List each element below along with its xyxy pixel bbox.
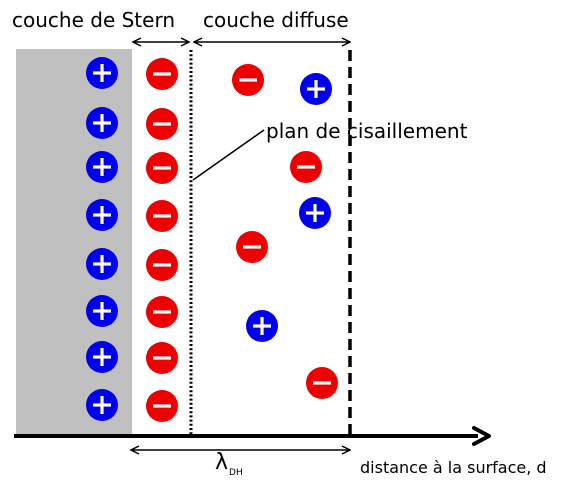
diffuse-positive-ion bbox=[246, 310, 278, 342]
debye-length-label: λDH bbox=[215, 450, 243, 478]
surface-positive-ion bbox=[86, 341, 118, 373]
diffuse-negative-ion bbox=[290, 151, 322, 183]
distance-axis-label: distance à la surface, d bbox=[360, 458, 547, 477]
surface-positive-ion bbox=[86, 107, 118, 139]
diffuse-negative-ion bbox=[306, 367, 338, 399]
debye-length-symbol: λ bbox=[215, 450, 229, 475]
stern-layer-label: couche de Stern bbox=[12, 8, 175, 32]
stern-negative-ion bbox=[146, 200, 178, 232]
diffuse-layer-label: couche diffuse bbox=[203, 8, 349, 32]
stern-negative-ion bbox=[146, 342, 178, 374]
charged-surface bbox=[16, 49, 132, 437]
stern-negative-ion bbox=[146, 108, 178, 140]
stern-negative-ion bbox=[146, 152, 178, 184]
surface-positive-ion bbox=[86, 57, 118, 89]
surface-positive-ion bbox=[86, 151, 118, 183]
debye-length-subscript: DH bbox=[229, 468, 243, 478]
stern-negative-ion bbox=[146, 296, 178, 328]
diffuse-positive-ion bbox=[299, 197, 331, 229]
stern-negative-ion bbox=[146, 58, 178, 90]
stern-negative-ion bbox=[146, 390, 178, 422]
surface-positive-ion bbox=[86, 199, 118, 231]
diffuse-negative-ion bbox=[236, 231, 268, 263]
distance-axis-arrowhead bbox=[472, 426, 491, 446]
diffuse-negative-ion bbox=[232, 64, 264, 96]
surface-positive-ion bbox=[86, 389, 118, 421]
diffuse-positive-ion bbox=[300, 73, 332, 105]
ion-group bbox=[86, 57, 338, 422]
shear-plane-label: plan de cisaillement bbox=[266, 119, 468, 143]
surface-positive-ion bbox=[86, 248, 118, 280]
stern-negative-ion bbox=[146, 249, 178, 281]
shear-plane-leader-line bbox=[192, 129, 265, 181]
surface-positive-ion bbox=[86, 295, 118, 327]
